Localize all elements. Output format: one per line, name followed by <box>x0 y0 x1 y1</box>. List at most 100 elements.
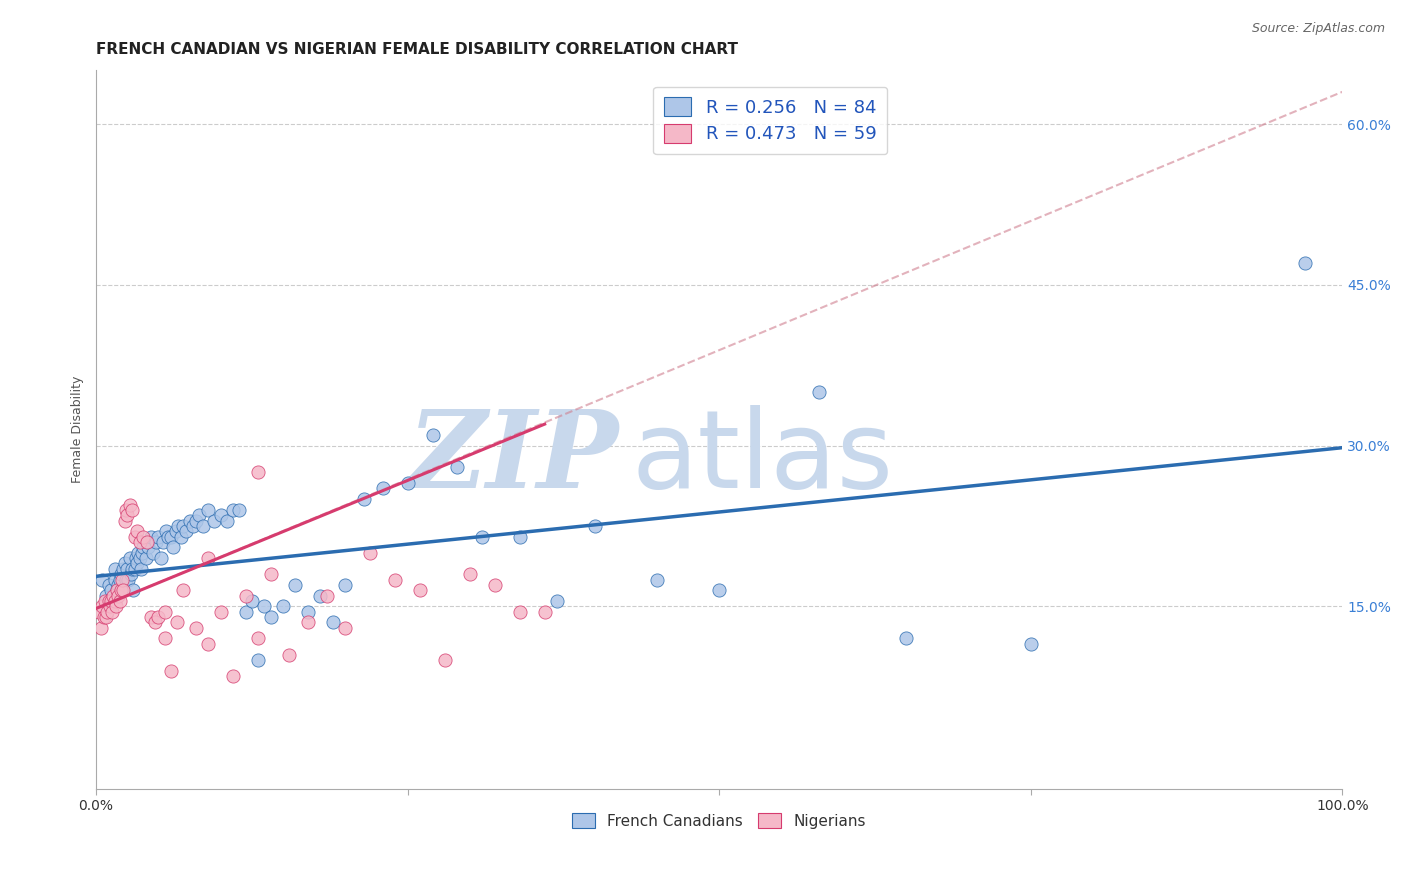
Point <box>174 524 197 539</box>
Point <box>115 573 138 587</box>
Point <box>159 530 181 544</box>
Point <box>129 562 152 576</box>
Point <box>396 476 419 491</box>
Point <box>115 562 138 576</box>
Point <box>235 589 257 603</box>
Point <box>127 524 149 539</box>
Point <box>204 514 226 528</box>
Point <box>188 508 211 523</box>
Point <box>197 551 219 566</box>
Point <box>322 615 344 630</box>
Point <box>193 519 215 533</box>
Point <box>533 605 555 619</box>
Point <box>247 466 270 480</box>
Point <box>371 482 394 496</box>
Point <box>115 508 138 523</box>
Point <box>271 599 294 614</box>
Point <box>259 610 281 624</box>
Point <box>148 610 170 624</box>
Point <box>172 519 194 533</box>
Point <box>121 562 143 576</box>
Point <box>111 583 134 598</box>
Point <box>253 599 276 614</box>
Point <box>284 578 307 592</box>
Point <box>114 557 136 571</box>
Point <box>209 605 232 619</box>
Point <box>87 605 110 619</box>
Point <box>104 573 127 587</box>
Text: FRENCH CANADIAN VS NIGERIAN FEMALE DISABILITY CORRELATION CHART: FRENCH CANADIAN VS NIGERIAN FEMALE DISAB… <box>96 42 738 57</box>
Point <box>124 530 146 544</box>
Point <box>422 427 444 442</box>
Point <box>1294 256 1316 270</box>
Point <box>128 535 150 549</box>
Point <box>94 610 117 624</box>
Point <box>104 594 127 608</box>
Point <box>197 637 219 651</box>
Point <box>162 541 184 555</box>
Point <box>153 632 176 646</box>
Point <box>335 621 357 635</box>
Point <box>153 605 176 619</box>
Point <box>159 664 181 678</box>
Point <box>152 535 174 549</box>
Point <box>170 530 193 544</box>
Point <box>184 514 207 528</box>
Point <box>509 605 531 619</box>
Point <box>135 551 157 566</box>
Point <box>297 605 319 619</box>
Point <box>104 599 127 614</box>
Point <box>131 546 153 560</box>
Point <box>143 615 166 630</box>
Point <box>108 594 131 608</box>
Point <box>172 583 194 598</box>
Point <box>108 573 131 587</box>
Point <box>104 562 127 576</box>
Point <box>894 632 917 646</box>
Point <box>471 530 494 544</box>
Point <box>179 514 201 528</box>
Point <box>259 567 281 582</box>
Point <box>136 535 159 549</box>
Point <box>228 503 250 517</box>
Point <box>509 530 531 544</box>
Point <box>128 551 150 566</box>
Point <box>458 567 481 582</box>
Point <box>94 589 117 603</box>
Point <box>142 546 165 560</box>
Point <box>247 653 270 667</box>
Point <box>145 535 167 549</box>
Point <box>125 551 148 566</box>
Point <box>165 524 187 539</box>
Legend: French Canadians, Nigerians: French Canadians, Nigerians <box>567 806 872 835</box>
Point <box>335 578 357 592</box>
Point <box>222 503 245 517</box>
Point <box>215 514 238 528</box>
Point <box>91 599 114 614</box>
Point <box>139 530 162 544</box>
Point <box>112 583 135 598</box>
Point <box>1019 637 1042 651</box>
Point <box>98 599 121 614</box>
Point <box>127 546 149 560</box>
Point <box>184 621 207 635</box>
Point <box>167 519 190 533</box>
Point <box>90 621 112 635</box>
Point <box>309 589 332 603</box>
Point <box>433 653 456 667</box>
Point <box>707 583 730 598</box>
Point <box>149 551 172 566</box>
Point <box>105 583 128 598</box>
Point <box>209 508 232 523</box>
Point <box>278 648 301 662</box>
Point <box>110 583 132 598</box>
Point <box>107 578 129 592</box>
Point <box>127 557 149 571</box>
Point <box>122 583 145 598</box>
Point <box>353 492 375 507</box>
Point <box>100 583 122 598</box>
Point <box>197 503 219 517</box>
Text: ZIP: ZIP <box>408 405 620 511</box>
Point <box>807 384 830 399</box>
Point <box>93 610 115 624</box>
